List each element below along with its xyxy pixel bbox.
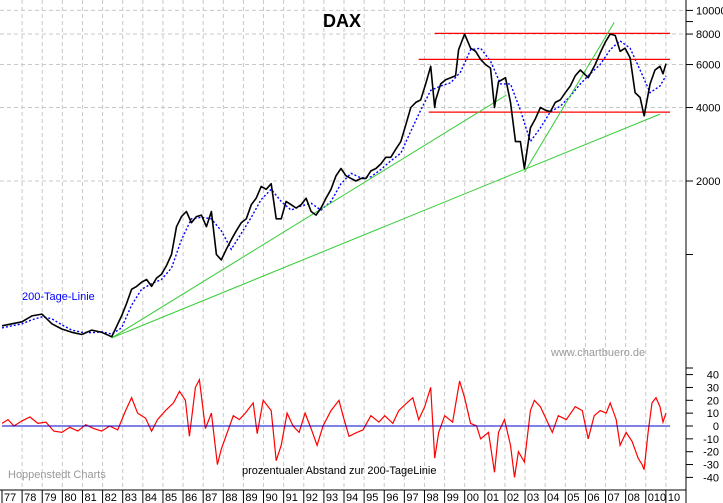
deviation-line: [1, 377, 667, 478]
chart-title: DAX: [323, 11, 361, 31]
y-tick-label: 6000: [696, 60, 720, 72]
dax-line: [1, 33, 667, 338]
trend-line: [111, 94, 507, 339]
y-tick-label: 40: [707, 370, 719, 382]
x-tick-label: 05: [567, 492, 579, 503]
x-tick-label: 86: [185, 492, 197, 503]
x-tick-label: 77: [4, 492, 16, 503]
y-tick-label: 20: [707, 395, 719, 407]
x-tick-label: 81: [84, 492, 96, 503]
x-tick-label: 08: [628, 492, 640, 503]
x-tick-label: 96: [386, 492, 398, 503]
plot-lines: [1, 22, 670, 478]
y-tick-label: -10: [703, 434, 719, 446]
x-tick-label: 87: [205, 492, 217, 503]
x-tick-label: 07: [608, 492, 620, 503]
x-tick-label: 01: [487, 492, 499, 503]
x-tick-label: 83: [125, 492, 137, 503]
x-tick-label: 90: [266, 492, 278, 503]
y-tick-label: 2000: [696, 176, 720, 188]
x-tick-label: 06: [587, 492, 599, 503]
x-tick-label: 95: [366, 492, 378, 503]
x-tick-label: 03: [527, 492, 539, 503]
x-tick-label: 010: [648, 492, 666, 503]
x-tick-label: 79: [44, 492, 56, 503]
x-tick-label: 04: [547, 492, 559, 503]
x-tick-label: 80: [64, 492, 76, 503]
lower-panel-title: prozentualer Abstand zur 200-TageLinie: [242, 465, 436, 477]
x-tick-label: 88: [225, 492, 237, 503]
x-tick-label: 78: [24, 492, 36, 503]
x-tick-label: 00: [467, 492, 479, 503]
x-tick-label: 84: [145, 492, 157, 503]
y-tick-label: 30: [707, 382, 719, 394]
x-tick-label: 97: [406, 492, 418, 503]
x-tick-label: 92: [306, 492, 318, 503]
y-tick-label: -30: [703, 460, 719, 472]
x-tick-label: 82: [105, 492, 117, 503]
trend-line: [523, 22, 615, 173]
y-tick-label: -20: [703, 447, 719, 459]
x-tick-label: 91: [286, 492, 298, 503]
y-tick-label: 4000: [696, 103, 720, 115]
y-tick-label: 8000: [696, 29, 720, 41]
trend-line: [111, 113, 661, 339]
ma-label: 200-Tage-Linie: [22, 291, 95, 303]
x-tick-label: 98: [426, 492, 438, 503]
y-tick-label: 10: [707, 408, 719, 420]
x-tick-label: 89: [245, 492, 257, 503]
y-tick-label: 0: [713, 421, 719, 433]
y-tick-label: 10000: [696, 5, 723, 17]
ma200-line: [1, 40, 667, 335]
x-tick-label: 85: [165, 492, 177, 503]
watermark: www.chartbuero.de: [550, 347, 645, 359]
x-tick-label: 93: [326, 492, 338, 503]
x-tick-label: 10: [668, 492, 680, 503]
x-tick-label: 02: [507, 492, 519, 503]
x-tick-label: 94: [346, 492, 358, 503]
y-tick-label: -40: [703, 472, 719, 484]
x-tick-label: 99: [447, 492, 459, 503]
source-label: Hoppenstedt Charts: [8, 469, 106, 481]
